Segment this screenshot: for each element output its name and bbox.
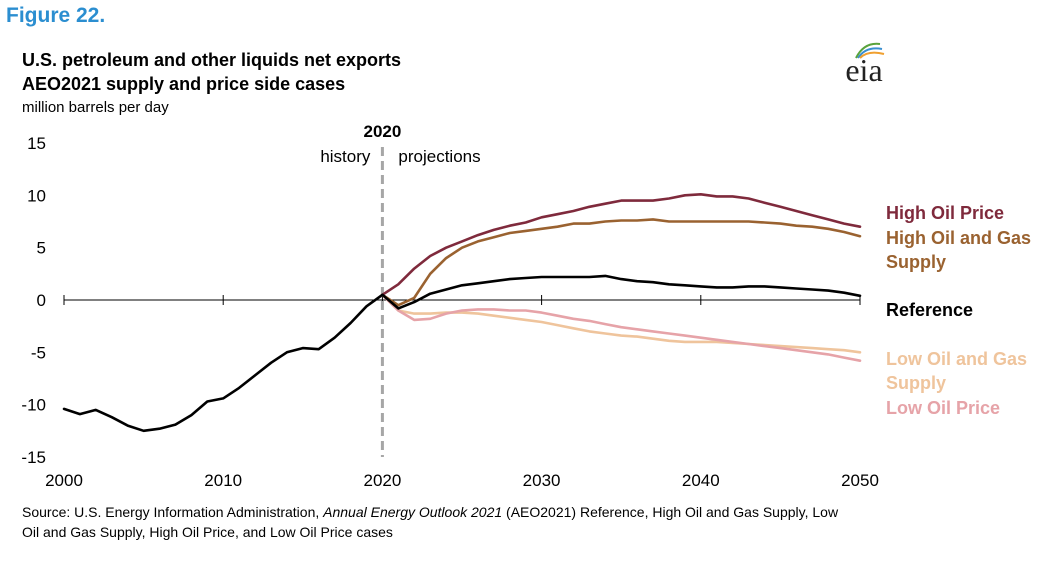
source-suffix: (AEO2021) Reference, High Oil and Gas Su… xyxy=(22,504,839,540)
legend-low-oil-gas-line2: Supply xyxy=(886,373,947,393)
y-tick-label: -5 xyxy=(31,343,46,362)
y-tick-label: 10 xyxy=(27,186,46,205)
source-prefix: Source: U.S. Energy Information Administ… xyxy=(22,504,324,520)
legend-high-oil-price: High Oil Price xyxy=(886,203,1005,223)
legend-low-oil-gas-line1: Low Oil and Gas xyxy=(886,349,1028,369)
x-tick-label: 2040 xyxy=(682,471,720,490)
x-tick-label: 2010 xyxy=(204,471,242,490)
series-line-low-oil-price xyxy=(381,293,862,363)
eia-logo-text: eia xyxy=(845,52,883,88)
eia-logo: eia xyxy=(836,40,892,90)
series-line-low-oil-and-gas-supply xyxy=(381,293,862,354)
divider-year-label: 2020 xyxy=(363,122,401,141)
x-tick-label: 2020 xyxy=(363,471,401,490)
history-label: history xyxy=(320,147,371,166)
x-tick-label: 2050 xyxy=(841,471,879,490)
eia-logo-rays xyxy=(855,42,885,59)
projections-label: projections xyxy=(398,147,480,166)
legend-reference: Reference xyxy=(886,300,974,320)
source-publication: Annual Energy Outlook 2021 xyxy=(323,504,503,520)
x-tick-label: 2000 xyxy=(45,471,83,490)
y-tick-label: -10 xyxy=(21,396,46,415)
x-tick-label: 2030 xyxy=(523,471,561,490)
y-tick-label: -15 xyxy=(21,448,46,467)
y-tick-label: 0 xyxy=(37,291,46,310)
legend-high-oil-gas-line1: High Oil and Gas xyxy=(886,228,1032,248)
source-note: Source: U.S. Energy Information Administ… xyxy=(22,502,852,542)
chart-subtitle: AEO2021 supply and price side cases xyxy=(22,74,346,94)
y-tick-label: 5 xyxy=(37,239,46,258)
legend-high-oil-gas-line2: Supply xyxy=(886,252,947,272)
units-label: million barrels per day xyxy=(22,99,169,116)
chart-title: U.S. petroleum and other liquids net exp… xyxy=(22,50,402,70)
series-line-reference xyxy=(62,274,862,433)
series-line-high-oil-and-gas-supply xyxy=(381,218,862,307)
figure-label: Figure 22. xyxy=(6,4,106,27)
legend-low-oil-price: Low Oil Price xyxy=(886,398,1001,418)
y-tick-label: 15 xyxy=(27,134,46,153)
series-line-high-oil-price xyxy=(381,193,862,297)
